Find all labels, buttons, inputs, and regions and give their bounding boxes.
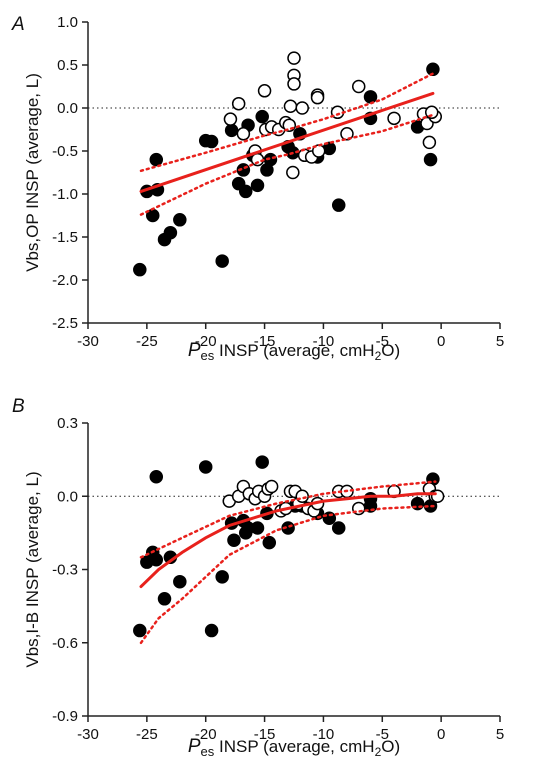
y-axis-label: Vbs,I-B INSP (average, L)	[23, 471, 42, 667]
x-axis-label-part: INSP (average, cmH	[214, 341, 374, 360]
data-point	[133, 623, 147, 638]
data-point	[295, 489, 309, 503]
data-point	[363, 90, 378, 104]
panel-a: A -2.5 -2.0 -1.5 -1.0 -0.5 0.0 0.5 1.0 -30 -25 -20 -…	[11, 14, 504, 363]
x-axis-label-part: P	[188, 340, 201, 361]
data-point	[255, 455, 269, 469]
data-point	[173, 213, 187, 227]
x-axis-label-part: P	[188, 736, 201, 757]
data-point	[149, 552, 164, 567]
x-tick-label: 0	[437, 333, 445, 350]
confidence-band	[139, 480, 437, 559]
x-tick-label: -15	[254, 333, 276, 350]
confidence-band	[139, 113, 435, 216]
y-tick-label: -2.0	[52, 272, 78, 289]
data-point	[215, 254, 229, 268]
y-tick-label: -0.6	[52, 635, 78, 652]
panel-letter: B	[12, 396, 25, 417]
data-point	[133, 262, 147, 277]
y-tick-label: -2.5	[52, 315, 78, 332]
data-point	[204, 623, 219, 638]
y-axis-label: Vbs,OP INSP (average, L)	[23, 73, 42, 272]
data-point	[283, 99, 298, 114]
x-tick-label: 5	[496, 726, 504, 743]
x-axis-label-part: 2	[375, 745, 382, 759]
y-tick-label: 0.5	[57, 57, 78, 74]
data-point	[351, 79, 366, 94]
data-point	[287, 77, 301, 91]
y-tick-label: 0.0	[57, 488, 78, 505]
x-tick-label: -15	[254, 726, 276, 743]
y-tick-label: -1.5	[52, 229, 78, 246]
x-axis-label: Pes INSP (average, cmH2O)	[188, 736, 400, 759]
data-point	[198, 460, 213, 474]
data-point	[236, 127, 251, 141]
data-point	[149, 152, 164, 167]
y-tick-label: -1.0	[52, 186, 78, 203]
data-point	[430, 489, 445, 503]
data-point	[287, 51, 301, 65]
panel-letter: A	[11, 14, 25, 35]
data-point	[173, 574, 187, 589]
data-point	[163, 225, 178, 240]
data-point	[250, 521, 265, 535]
x-tick-label: -30	[77, 726, 99, 743]
fit-line	[139, 91, 435, 193]
data-point	[310, 90, 325, 105]
y-tick-label: 0.0	[57, 100, 78, 117]
data-point	[231, 96, 246, 111]
data-point	[257, 84, 272, 98]
data-point	[215, 570, 229, 584]
x-tick-label: -25	[136, 333, 158, 350]
x-axis-label-part: es	[201, 348, 215, 363]
x-tick-label: -10	[313, 726, 335, 743]
x-tick-label: -5	[376, 333, 389, 350]
x-axis-label-part: es	[201, 744, 215, 759]
confidence-band	[139, 504, 437, 645]
data-point	[262, 535, 277, 550]
y-tick-label: 0.3	[57, 415, 78, 432]
y-tick-label: -0.3	[52, 562, 78, 579]
data-point	[255, 109, 269, 124]
data-point	[223, 112, 238, 126]
data-point	[331, 521, 346, 535]
panel-b: B -0.9 -0.6 -0.3 0.0 0.3 -30 -25 -20 -15 -10 -5 0 5 Pe…	[12, 396, 504, 759]
data-point	[387, 111, 401, 126]
data-point	[149, 469, 164, 484]
x-tick-label: -5	[376, 726, 389, 743]
data-point	[286, 165, 300, 180]
x-axis-label-part: O)	[381, 341, 400, 360]
x-tick-label: -30	[77, 333, 99, 350]
y-tick-label: -0.5	[52, 143, 78, 160]
x-tick-label: -25	[136, 726, 158, 743]
x-tick-label: -10	[313, 333, 335, 350]
x-axis-label: Pes INSP (average, cmH2O)	[188, 340, 400, 363]
data-point	[264, 479, 279, 494]
y-tick-label: -0.9	[52, 708, 78, 725]
x-tick-label: 0	[437, 726, 445, 743]
data-point	[250, 178, 265, 193]
y-tick-label: 1.0	[57, 14, 78, 31]
x-tick-label: -20	[195, 333, 217, 350]
x-tick-label: 5	[496, 333, 504, 350]
x-axis-label-part: O)	[381, 737, 400, 756]
data-point	[157, 592, 172, 606]
data-point	[423, 152, 438, 167]
x-axis-label-part: 2	[375, 349, 382, 363]
data-point	[295, 101, 309, 115]
data-point	[426, 62, 440, 77]
data-point	[331, 198, 346, 212]
data-point	[238, 184, 253, 199]
fit-line	[139, 492, 437, 589]
x-axis-label-part: INSP (average, cmH	[214, 737, 374, 756]
data-point	[224, 123, 239, 138]
data-point	[204, 134, 219, 149]
data-point	[340, 127, 354, 141]
data-point	[422, 135, 437, 150]
x-tick-label: -20	[195, 726, 217, 743]
data-point	[227, 533, 241, 547]
confidence-band	[139, 72, 435, 173]
